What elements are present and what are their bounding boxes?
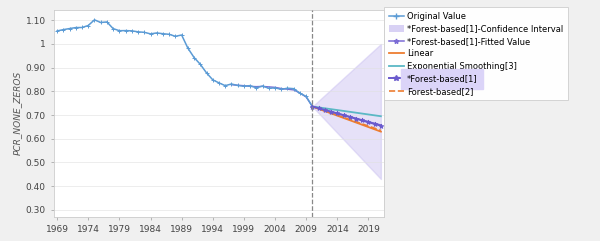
Y-axis label: PCR_NONE_ZEROS: PCR_NONE_ZEROS bbox=[13, 71, 22, 155]
Legend: Original Value, *Forest-based[1]-Confidence Interval, *Forest-based[1]-Fitted Va: Original Value, *Forest-based[1]-Confide… bbox=[384, 7, 568, 100]
